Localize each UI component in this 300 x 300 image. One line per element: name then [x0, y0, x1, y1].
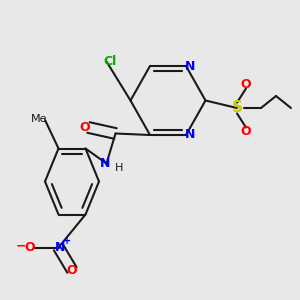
Text: N: N [55, 241, 65, 254]
Text: −: − [16, 239, 26, 253]
Text: O: O [241, 77, 251, 91]
Text: O: O [80, 121, 90, 134]
Text: N: N [100, 157, 110, 170]
Text: S: S [232, 100, 242, 116]
Text: +: + [63, 236, 72, 247]
Text: O: O [67, 263, 77, 277]
Text: O: O [25, 241, 35, 254]
Text: N: N [184, 128, 195, 142]
Text: N: N [184, 59, 195, 73]
Text: Me: Me [32, 113, 48, 124]
Text: H: H [115, 163, 123, 173]
Text: O: O [241, 125, 251, 139]
Text: Cl: Cl [103, 55, 117, 68]
